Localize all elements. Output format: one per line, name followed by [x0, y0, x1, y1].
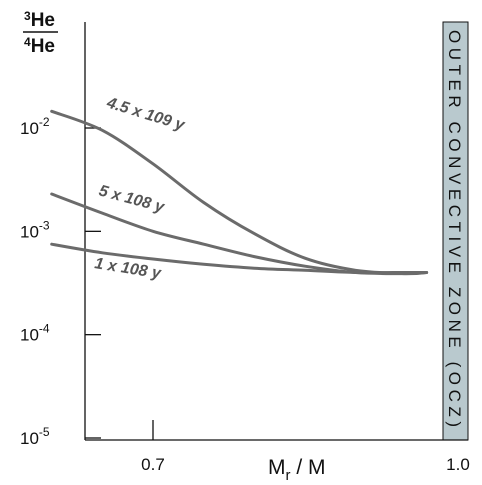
y-tick-base: 10 — [20, 119, 39, 138]
y-tick-base: 10 — [20, 326, 39, 345]
ocz-label: OUTER CONVECTIVE ZONE (OCZ) — [445, 30, 464, 428]
series-lines — [50, 109, 429, 276]
y-tick-exp: -5 — [39, 425, 50, 439]
y-tick-label: 10-5 — [20, 425, 50, 448]
series-label-1: 4.5 x 109 y — [104, 94, 188, 134]
x-label-main: M — [268, 456, 286, 479]
y-ticks: 10-210-310-410-5 — [20, 115, 101, 448]
x-tick-label: 1.0 — [446, 455, 470, 474]
y-tick-base: 10 — [20, 429, 39, 448]
series-line-3 — [50, 242, 429, 275]
y-label-num-sup: 3 — [24, 9, 31, 23]
svg-text:4He: 4He — [24, 35, 55, 57]
y-tick-exp: -3 — [39, 218, 50, 232]
svg-text:3He: 3He — [24, 9, 55, 31]
y-tick-label: 10-2 — [20, 115, 50, 138]
y-tick-label: 10-4 — [20, 322, 50, 345]
y-label-num: He — [31, 10, 55, 31]
x-axis-label: Mr / M — [268, 456, 326, 484]
x-label-sub: r — [286, 467, 291, 484]
y-label-den-sup: 4 — [24, 35, 31, 49]
x-ticks: 0.7 1.0 — [141, 420, 470, 474]
x-label-rest: / M — [291, 456, 326, 479]
y-tick-exp: -2 — [39, 115, 50, 129]
y-tick-exp: -4 — [39, 322, 50, 336]
y-tick-base: 10 — [20, 222, 39, 241]
series-label-2: 5 x 108 y — [97, 182, 167, 216]
y-label-den: He — [31, 36, 55, 57]
x-tick-label: 0.7 — [141, 455, 165, 474]
y-axis-label: 3He 4He — [23, 9, 58, 57]
y-tick-label: 10-3 — [20, 218, 50, 241]
ocz-shaded-region — [442, 21, 469, 441]
